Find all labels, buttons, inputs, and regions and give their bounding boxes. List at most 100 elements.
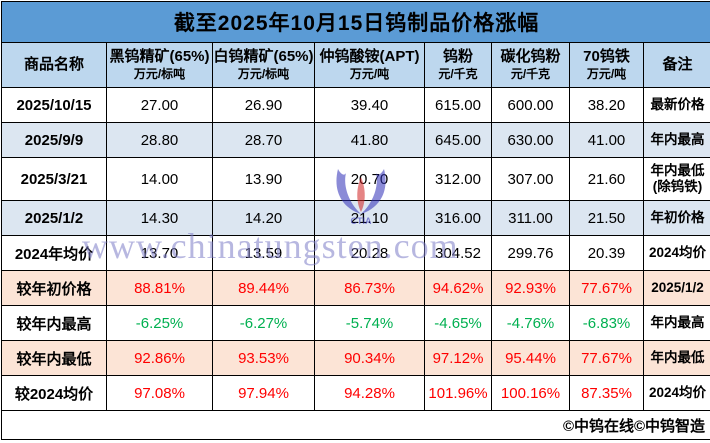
- value-cell: 28.70: [213, 123, 315, 158]
- column-name: 70钨铁: [570, 48, 643, 67]
- column-unit: 元/千克: [425, 67, 491, 81]
- column-header-4: 钨粉元/千克: [425, 43, 492, 88]
- value-cell: 21.60: [570, 158, 644, 201]
- value-cell: 21.50: [570, 201, 644, 236]
- value-cell: 94.62%: [425, 271, 492, 306]
- remark-cell: 年内最高: [644, 123, 710, 158]
- value-cell: 21.10: [315, 201, 425, 236]
- footer-row: ©中钨在线©中钨智造: [2, 411, 710, 440]
- column-unit: 万元/吨: [570, 67, 643, 81]
- row-label: 2025/9/9: [2, 123, 107, 158]
- page-title: 截至2025年10月15日钨制品价格涨幅: [2, 2, 710, 43]
- value-cell: 39.40: [315, 88, 425, 123]
- row-label: 较年初价格: [2, 271, 107, 306]
- value-cell: 299.76: [492, 236, 570, 271]
- column-name: 商品名称: [2, 56, 106, 75]
- value-cell: 97.08%: [107, 376, 213, 411]
- remark-cell: 2024均价: [644, 236, 710, 271]
- value-cell: 38.20: [570, 88, 644, 123]
- value-cell: 13.90: [213, 158, 315, 201]
- copyright-text: ©中钨在线©中钨智造: [2, 411, 710, 440]
- value-cell: 97.94%: [213, 376, 315, 411]
- value-cell: 86.73%: [315, 271, 425, 306]
- remark-cell: 2025/1/2: [644, 271, 710, 306]
- value-cell: 101.96%: [425, 376, 492, 411]
- row-label: 较2024均价: [2, 376, 107, 411]
- column-unit: 元/千克: [492, 67, 569, 81]
- value-cell: 77.67%: [570, 341, 644, 376]
- value-cell: 645.00: [425, 123, 492, 158]
- remark-cell: 年初价格: [644, 201, 710, 236]
- value-cell: 14.20: [213, 201, 315, 236]
- remark-cell: 年内最低(除钨铁): [644, 158, 710, 201]
- remark-cell: 最新价格: [644, 88, 710, 123]
- value-cell: 41.00: [570, 123, 644, 158]
- value-cell: 77.67%: [570, 271, 644, 306]
- column-name: 白钨精矿(65%): [213, 48, 314, 67]
- column-header-2: 白钨精矿(65%)万元/标吨: [213, 43, 315, 88]
- value-cell: -4.76%: [492, 306, 570, 341]
- value-cell: 14.30: [107, 201, 213, 236]
- value-cell: 316.00: [425, 201, 492, 236]
- value-cell: 13.59: [213, 236, 315, 271]
- value-cell: 20.70: [315, 158, 425, 201]
- value-cell: 600.00: [492, 88, 570, 123]
- value-cell: 20.39: [570, 236, 644, 271]
- value-cell: 307.00: [492, 158, 570, 201]
- column-header-3: 仲钨酸铵(APT)万元/吨: [315, 43, 425, 88]
- column-name: 备注: [644, 56, 710, 75]
- value-cell: 41.80: [315, 123, 425, 158]
- value-cell: 27.00: [107, 88, 213, 123]
- column-unit: 万元/吨: [315, 67, 424, 81]
- value-cell: 90.34%: [315, 341, 425, 376]
- value-cell: 312.00: [425, 158, 492, 201]
- value-cell: 94.28%: [315, 376, 425, 411]
- column-header-0: 商品名称: [2, 43, 107, 88]
- column-header-5: 碳化钨粉元/千克: [492, 43, 570, 88]
- value-cell: -6.27%: [213, 306, 315, 341]
- value-cell: 304.52: [425, 236, 492, 271]
- column-header-6: 70钨铁万元/吨: [570, 43, 644, 88]
- header-row: 商品名称黑钨精矿(65%)万元/标吨白钨精矿(65%)万元/标吨仲钨酸铵(APT…: [2, 43, 710, 88]
- value-cell: -6.83%: [570, 306, 644, 341]
- value-cell: 100.16%: [492, 376, 570, 411]
- value-cell: -4.65%: [425, 306, 492, 341]
- value-cell: 630.00: [492, 123, 570, 158]
- title-bar: 截至2025年10月15日钨制品价格涨幅: [2, 2, 710, 43]
- value-cell: 14.00: [107, 158, 213, 201]
- column-unit: 万元/标吨: [107, 67, 212, 81]
- value-cell: 95.44%: [492, 341, 570, 376]
- value-cell: 87.35%: [570, 376, 644, 411]
- value-cell: 311.00: [492, 201, 570, 236]
- row-label: 较年内最高: [2, 306, 107, 341]
- column-name: 钨粉: [425, 48, 491, 67]
- value-cell: 20.28: [315, 236, 425, 271]
- value-cell: 26.90: [213, 88, 315, 123]
- row-label: 2025/3/21: [2, 158, 107, 201]
- value-cell: 92.86%: [107, 341, 213, 376]
- value-cell: 97.12%: [425, 341, 492, 376]
- row-label: 2025/1/2: [2, 201, 107, 236]
- value-cell: 28.80: [107, 123, 213, 158]
- value-cell: 13.70: [107, 236, 213, 271]
- column-header-1: 黑钨精矿(65%)万元/标吨: [107, 43, 213, 88]
- value-cell: 89.44%: [213, 271, 315, 306]
- row-label: 2024年均价: [2, 236, 107, 271]
- value-cell: 92.93%: [492, 271, 570, 306]
- remark-cell: 年内最低: [644, 341, 710, 376]
- remark-cell: 2024均价: [644, 376, 710, 411]
- column-name: 黑钨精矿(65%): [107, 48, 212, 67]
- value-cell: -5.74%: [315, 306, 425, 341]
- column-unit: 万元/标吨: [213, 67, 314, 81]
- value-cell: 615.00: [425, 88, 492, 123]
